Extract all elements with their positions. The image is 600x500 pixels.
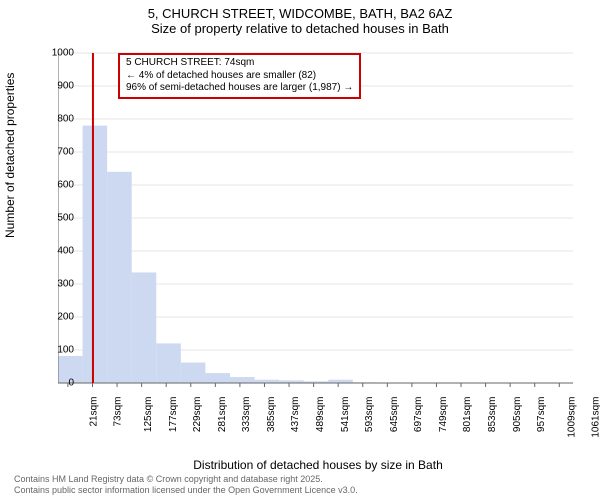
y-tick-label: 400 xyxy=(57,246,74,257)
x-tick-label: 1061sqm xyxy=(591,397,600,438)
x-tick-label: 957sqm xyxy=(536,397,547,433)
y-tick-label: 500 xyxy=(57,213,74,224)
chart-plot-area xyxy=(58,48,578,428)
chart-title-main: 5, CHURCH STREET, WIDCOMBE, BATH, BA2 6A… xyxy=(0,6,600,21)
x-tick-label: 177sqm xyxy=(168,397,179,433)
histogram-bar xyxy=(83,126,108,383)
x-tick-label: 853sqm xyxy=(487,397,498,433)
y-tick-label: 100 xyxy=(57,345,74,356)
y-tick-label: 300 xyxy=(57,279,74,290)
chart-footer: Contains HM Land Registry data © Crown c… xyxy=(14,474,358,496)
annotation-line3: 96% of semi-detached houses are larger (… xyxy=(126,82,353,95)
x-tick-label: 489sqm xyxy=(315,397,326,433)
histogram-bar xyxy=(230,377,255,383)
x-tick-label: 1009sqm xyxy=(566,397,577,438)
histogram-bar xyxy=(107,172,132,383)
x-tick-label: 593sqm xyxy=(364,397,375,433)
x-tick-label: 21sqm xyxy=(88,397,99,427)
histogram-bar xyxy=(181,363,206,383)
x-tick-label: 385sqm xyxy=(266,397,277,433)
x-tick-label: 437sqm xyxy=(291,397,302,433)
y-tick-label: 700 xyxy=(57,147,74,158)
y-tick-label: 1000 xyxy=(52,48,74,59)
x-tick-label: 125sqm xyxy=(143,397,154,433)
histogram-svg xyxy=(58,48,578,428)
annotation-line2: ← 4% of detached houses are smaller (82) xyxy=(126,70,353,83)
x-tick-label: 905sqm xyxy=(512,397,523,433)
y-tick-label: 200 xyxy=(57,312,74,323)
histogram-bar xyxy=(132,272,157,383)
histogram-bar xyxy=(156,343,181,383)
x-tick-label: 229sqm xyxy=(192,397,203,433)
y-tick-label: 900 xyxy=(57,81,74,92)
x-tick-label: 645sqm xyxy=(389,397,400,433)
x-tick-label: 697sqm xyxy=(413,397,424,433)
x-tick-label: 333sqm xyxy=(241,397,252,433)
x-tick-label: 801sqm xyxy=(463,397,474,433)
annotation-box: 5 CHURCH STREET: 74sqm ← 4% of detached … xyxy=(118,53,361,99)
y-tick-label: 600 xyxy=(57,180,74,191)
y-axis-label: Number of detached properties xyxy=(3,73,17,238)
x-tick-label: 73sqm xyxy=(113,397,124,427)
chart-title-sub: Size of property relative to detached ho… xyxy=(0,21,600,36)
x-tick-label: 541sqm xyxy=(340,397,351,433)
x-tick-label: 749sqm xyxy=(438,397,449,433)
footer-line2: Contains public sector information licen… xyxy=(14,485,358,496)
annotation-line1: 5 CHURCH STREET: 74sqm xyxy=(126,57,353,70)
footer-line1: Contains HM Land Registry data © Crown c… xyxy=(14,474,358,485)
x-axis-label: Distribution of detached houses by size … xyxy=(193,458,442,472)
x-tick-label: 281sqm xyxy=(217,397,228,433)
y-tick-label: 800 xyxy=(57,114,74,125)
y-tick-label: 0 xyxy=(68,378,74,389)
chart-titles: 5, CHURCH STREET, WIDCOMBE, BATH, BA2 6A… xyxy=(0,0,600,36)
histogram-bar xyxy=(205,373,230,383)
chart-container: 5, CHURCH STREET, WIDCOMBE, BATH, BA2 6A… xyxy=(0,0,600,500)
